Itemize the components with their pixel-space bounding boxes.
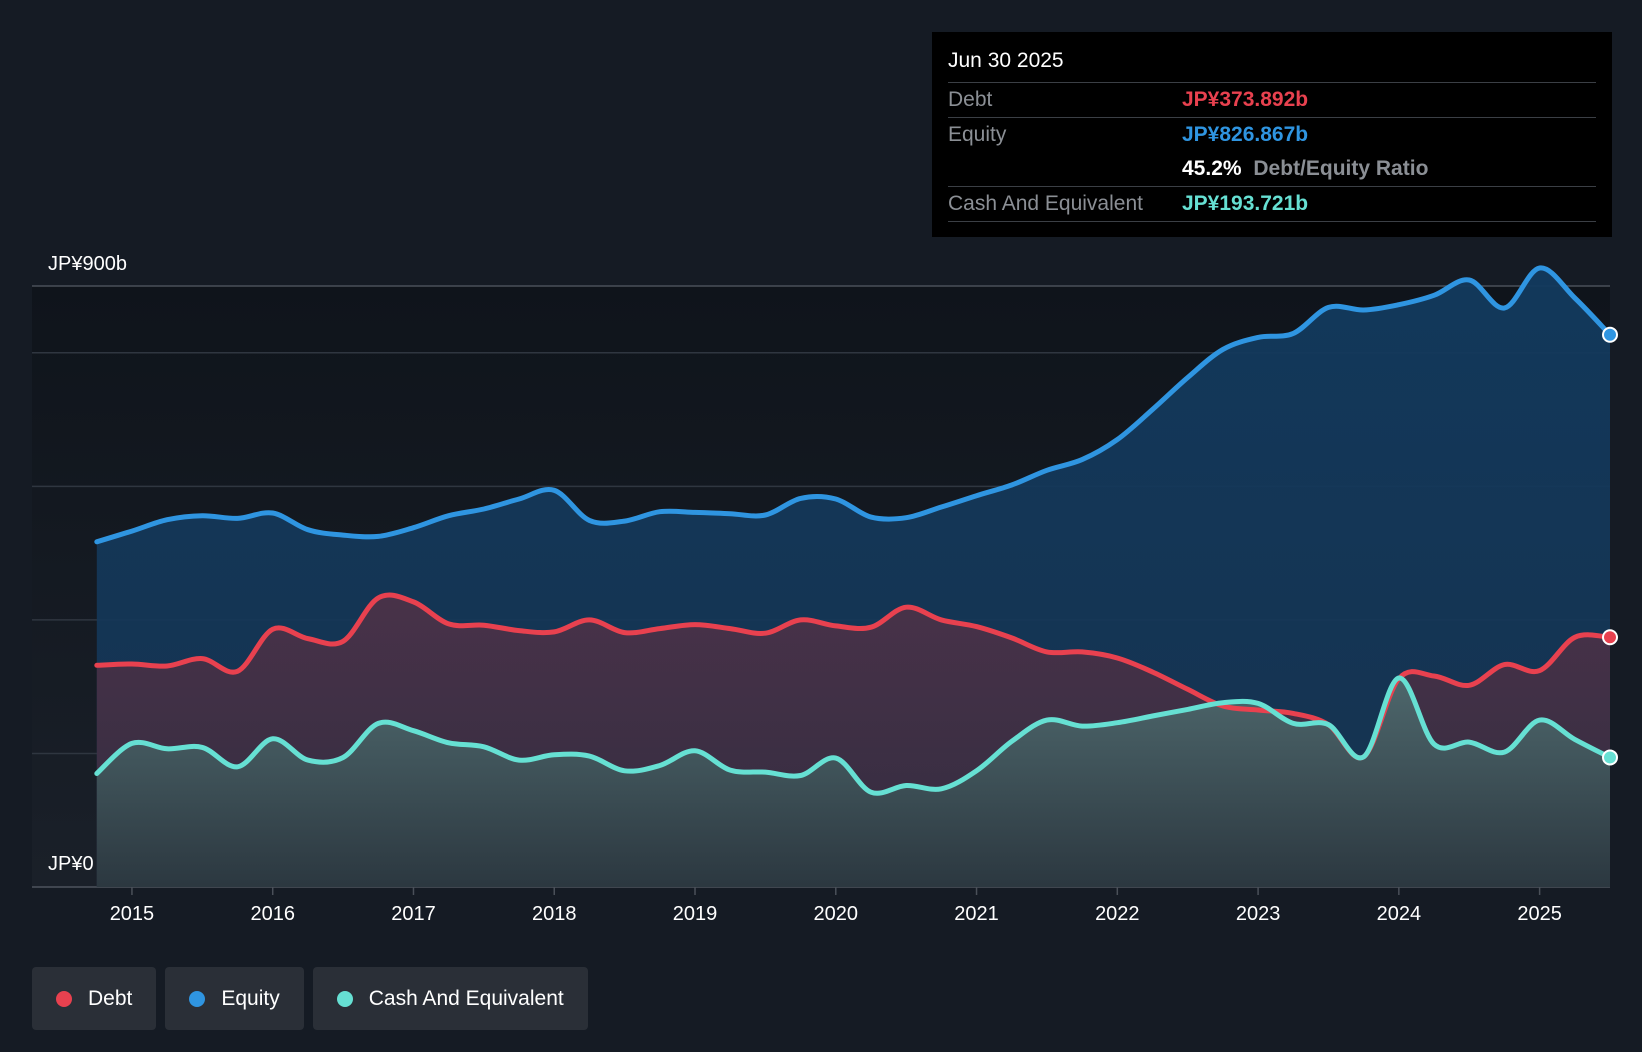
- cash-and-equivalent-line: [94, 675, 1613, 796]
- tooltip-ratio-value: 45.2%: [1182, 157, 1242, 180]
- tooltip-debt-label: Debt: [948, 88, 993, 111]
- end-markers: [1602, 326, 1618, 766]
- debt-end-point[interactable]: [1602, 629, 1618, 646]
- equity-line: [94, 265, 1613, 545]
- x-tick-label-2018: 2018: [532, 903, 577, 925]
- x-tick-label-2017: 2017: [391, 903, 436, 925]
- tooltip-ratio-row: 45.2% Debt/Equity Ratio: [948, 152, 1596, 187]
- legend-equity-label: Equity: [221, 986, 280, 1010]
- cash-dot-icon: [336, 990, 353, 1007]
- x-tick-label-2024: 2024: [1377, 903, 1422, 925]
- tooltip-equity-label: Equity: [948, 123, 1007, 146]
- cash-and-equivalent-area: [96, 677, 1610, 887]
- tooltip-panel: Jun 30 2025 Debt JP¥373.892b Equity JP¥8…: [932, 32, 1612, 237]
- x-tick-label-2020: 2020: [814, 903, 859, 925]
- tooltip-ratio-label: Debt/Equity Ratio: [1253, 157, 1429, 180]
- tooltip-cash-row: Cash And Equivalent JP¥193.721b: [948, 187, 1596, 222]
- x-tick-label-2019: 2019: [673, 903, 718, 925]
- series-lines: [94, 265, 1613, 796]
- y-axis-bottom-label: JP¥0: [48, 853, 94, 875]
- debt-dot-icon: [56, 990, 72, 1007]
- x-tick-label-2015: 2015: [110, 903, 155, 925]
- x-axis-ticks: 2015 2016 2017 2018 2019 2020 2021 2022 2023 2024…: [110, 887, 1562, 925]
- legend: Debt Equity Cash And Equivalent: [32, 967, 588, 1030]
- equity-dot-icon: [189, 990, 206, 1007]
- y-axis-top-label: JP¥900b: [48, 253, 127, 275]
- tooltip-date: Jun 30 2025: [948, 46, 1596, 83]
- x-tick-label-2022: 2022: [1095, 903, 1140, 925]
- x-tick-label-2025: 2025: [1517, 903, 1562, 925]
- legend-item-equity[interactable]: Equity: [165, 967, 304, 1030]
- tooltip-equity-row: Equity JP¥826.867b: [948, 118, 1596, 152]
- x-tick-label-2016: 2016: [250, 903, 295, 925]
- legend-cash-label: Cash And Equivalent: [368, 986, 564, 1010]
- legend-debt-label: Debt: [88, 986, 133, 1010]
- x-tick-label-2023: 2023: [1236, 903, 1281, 925]
- tooltip-debt-value: JP¥373.892b: [1182, 88, 1309, 111]
- x-tick-label-2021: 2021: [954, 903, 999, 925]
- legend-item-cash[interactable]: Cash And Equivalent: [312, 967, 588, 1030]
- series-areas: [96, 267, 1610, 887]
- tooltip-cash-label: Cash And Equivalent: [948, 192, 1143, 215]
- cash-and-equivalent-end-point[interactable]: [1602, 749, 1618, 766]
- tooltip-equity-value: JP¥826.867b: [1182, 123, 1309, 146]
- tooltip-cash-value: JP¥193.721b: [1182, 192, 1309, 215]
- legend-item-debt[interactable]: Debt: [32, 967, 157, 1030]
- equity-end-point[interactable]: [1602, 326, 1618, 343]
- tooltip-debt-row: Debt JP¥373.892b: [948, 83, 1596, 118]
